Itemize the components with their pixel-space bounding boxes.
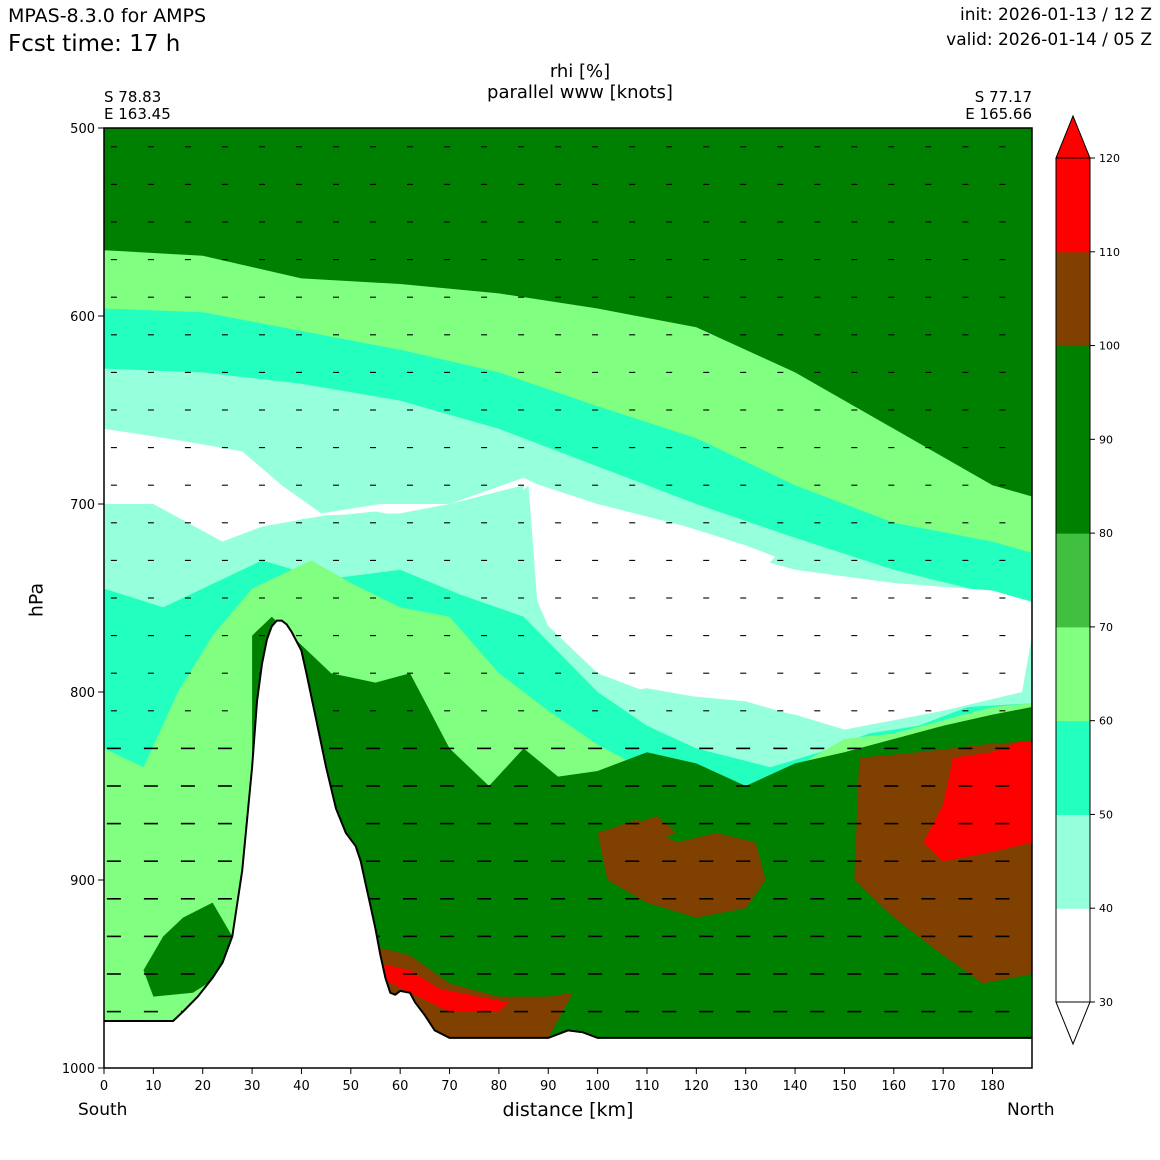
- x-tick-label: 130: [733, 1079, 758, 1094]
- x-tick-label: 100: [585, 1079, 610, 1094]
- colorbar-segment: [1056, 158, 1090, 253]
- right-longitude-label: E 165.66: [965, 105, 1032, 123]
- colorbar-extend-max: [1055, 114, 1091, 159]
- right-latitude-label: S 77.17: [974, 88, 1032, 106]
- x-tick-label: 70: [441, 1079, 458, 1094]
- wind-vector-field: [106, 146, 1010, 1013]
- x-tick-label: 30: [244, 1079, 261, 1094]
- colorbar-segment: [1056, 345, 1090, 440]
- forecast-time-label: Fcst time: 17 h: [8, 31, 181, 57]
- rhi-fill-110-b: [380, 964, 509, 1012]
- colorbar-frame: [1055, 157, 1091, 1003]
- colorbar-segment: [1056, 439, 1090, 534]
- colorbar-tick-label: 110: [1099, 246, 1120, 259]
- x-axis-label: distance [km]: [502, 1099, 634, 1121]
- colorbar-segment: [1056, 720, 1090, 815]
- x-tick-label: 90: [540, 1079, 557, 1094]
- colorbar-tick-label: 60: [1099, 715, 1113, 728]
- x-tick-label: 160: [881, 1079, 906, 1094]
- terrain-outline: [104, 619, 1032, 1039]
- init-time-label: init: 2026-01-13 / 12 Z: [959, 5, 1152, 25]
- x-tick-label: 50: [343, 1079, 360, 1094]
- x-tick-label: 110: [635, 1079, 660, 1094]
- x-tick-label: 80: [491, 1079, 508, 1094]
- colorbar-segment: [1056, 626, 1090, 722]
- rhi-fill-100-b: [622, 816, 677, 843]
- colorbar-tick-label: 50: [1099, 808, 1113, 821]
- y-tick-label: 800: [70, 686, 95, 701]
- x-tick-label: 20: [194, 1079, 211, 1094]
- rhi-dry-pocket: [528, 481, 776, 636]
- y-tick-label: 1000: [62, 1062, 95, 1077]
- colorbar-segment: [1056, 251, 1090, 347]
- x-tick-label: 10: [145, 1079, 162, 1094]
- left-longitude-label: E 163.45: [104, 105, 171, 123]
- plot-frame: [103, 127, 1033, 1069]
- y-tick-label: 900: [70, 874, 95, 889]
- left-latitude-label: S 78.83: [104, 88, 162, 106]
- colorbar-tick-label: 120: [1099, 152, 1120, 165]
- y-tick-label: 600: [70, 310, 95, 325]
- colorbar-tick-label: 100: [1099, 340, 1120, 353]
- x-tick-label: 140: [783, 1079, 808, 1094]
- x-tick-label: 0: [100, 1079, 108, 1094]
- model-label: MPAS-8.3.0 for AMPS: [8, 5, 207, 27]
- x-tick-label: 40: [293, 1079, 310, 1094]
- colorbar-extend-min: [1055, 1001, 1091, 1046]
- colorbar-tick-label: 30: [1099, 996, 1113, 1009]
- colorbar-tick-label: 40: [1099, 902, 1113, 915]
- x-tick-label: 150: [832, 1079, 857, 1094]
- colorbar-segment: [1056, 908, 1090, 1003]
- north-label: North: [1007, 1100, 1055, 1120]
- colorbar-tick-label: 80: [1099, 527, 1113, 540]
- chart-title: rhi [%]: [549, 61, 611, 82]
- rhi-fill-110-a: [923, 740, 1032, 862]
- x-tick-label: 60: [392, 1079, 409, 1094]
- valid-time-label: valid: 2026-01-14 / 05 Z: [946, 30, 1152, 50]
- y-tick-label: 700: [70, 498, 95, 513]
- colorbar-segment: [1056, 814, 1090, 909]
- south-label: South: [78, 1100, 128, 1120]
- x-tick-label: 120: [684, 1079, 709, 1094]
- colorbar-tick-label: 70: [1099, 621, 1113, 634]
- x-tick-label: 180: [980, 1079, 1005, 1094]
- y-tick-label: 500: [70, 122, 95, 137]
- terrain-fill: [104, 620, 1032, 1068]
- x-tick-label: 170: [931, 1079, 956, 1094]
- rhi-fill-100-a: [597, 819, 766, 918]
- rhi-low-80-west: [143, 902, 233, 997]
- colorbar-tick-label: 90: [1099, 433, 1113, 446]
- chart-subtitle: parallel www [knots]: [487, 82, 673, 103]
- colorbar-segment: [1056, 533, 1090, 628]
